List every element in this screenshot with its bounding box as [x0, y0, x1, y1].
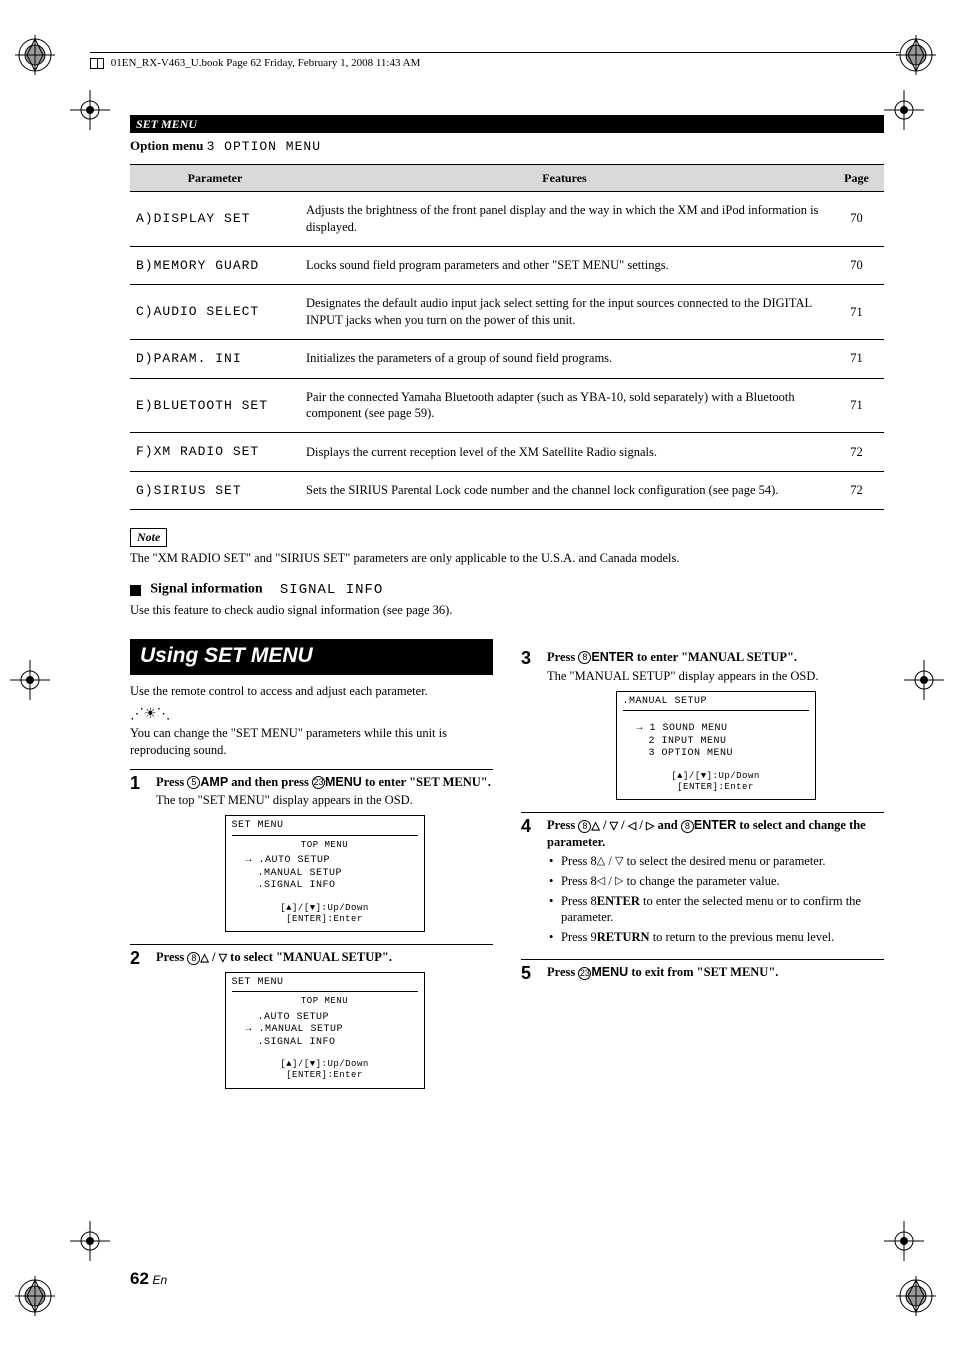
signal-info-heading: Signal information SIGNAL INFO — [130, 580, 884, 599]
crop-mark-icon — [884, 90, 924, 130]
remote-key-icon: 23 — [312, 776, 325, 789]
signal-seg: SIGNAL INFO — [280, 582, 383, 598]
note-text: The "XM RADIO SET" and "SIRIUS SET" para… — [130, 550, 884, 567]
tip-text: You can change the "SET MENU" parameters… — [130, 725, 493, 759]
cell-page: 70 — [829, 191, 884, 246]
square-bullet-icon — [130, 585, 141, 596]
step3-sub: The "MANUAL SETUP" display appears in th… — [547, 668, 884, 685]
cell-param: E)BLUETOOTH SET — [130, 378, 300, 433]
step1-head: Press 5AMP and then press 23MENU to ente… — [156, 774, 493, 791]
table-row: D)PARAM. INIInitializes the parameters o… — [130, 339, 884, 378]
cell-features: Sets the SIRIUS Parental Lock code numbe… — [300, 471, 829, 510]
cell-page: 72 — [829, 433, 884, 472]
book-icon — [90, 58, 104, 69]
crop-mark-icon — [904, 660, 944, 700]
step3-head: Press 8ENTER to enter "MANUAL SETUP". — [547, 649, 884, 666]
step5-head: Press 23MENU to exit from "SET MENU". — [547, 964, 884, 981]
table-row: F)XM RADIO SETDisplays the current recep… — [130, 433, 884, 472]
crop-circle-icon — [896, 35, 936, 75]
cell-param: D)PARAM. INI — [130, 339, 300, 378]
cell-page: 71 — [829, 285, 884, 340]
crop-mark-icon — [70, 90, 110, 130]
table-row: G)SIRIUS SETSets the SIRIUS Parental Loc… — [130, 471, 884, 510]
signal-desc: Use this feature to check audio signal i… — [130, 602, 884, 619]
step-number: 5 — [521, 964, 537, 983]
crop-mark-icon — [70, 1221, 110, 1261]
option-table: Parameter Features Page A)DISPLAY SETAdj… — [130, 164, 884, 511]
crop-mark-icon — [884, 1221, 924, 1261]
cell-features: Initializes the parameters of a group of… — [300, 339, 829, 378]
cell-param: A)DISPLAY SET — [130, 191, 300, 246]
step-number: 3 — [521, 649, 537, 802]
remote-key-icon: 8 — [578, 651, 591, 664]
step-number: 4 — [521, 817, 537, 949]
cell-param: C)AUDIO SELECT — [130, 285, 300, 340]
note-label: Note — [130, 528, 167, 546]
remote-key-icon: 8 — [187, 952, 200, 965]
remote-key-icon: 8 — [578, 820, 591, 833]
using-set-menu-banner: Using SET MENU — [130, 639, 493, 675]
osd-display: .MANUAL SETUP 1 SOUND MENU 2 INPUT MENU … — [616, 691, 816, 801]
tip-icon: ⋰☀⋱ — [130, 706, 493, 725]
cell-features: Locks sound field program parameters and… — [300, 246, 829, 285]
remote-key-icon: 8 — [681, 820, 694, 833]
step-number: 1 — [130, 774, 146, 935]
remote-key-icon: 23 — [578, 967, 591, 980]
option-menu-seg: 3 OPTION MENU — [207, 139, 321, 154]
crop-circle-icon — [15, 1276, 55, 1316]
cell-features: Designates the default audio input jack … — [300, 285, 829, 340]
crop-circle-icon — [896, 1276, 936, 1316]
cell-page: 71 — [829, 378, 884, 433]
option-menu-heading: Option menu 3 OPTION MENU — [130, 137, 884, 156]
option-menu-bold: Option menu — [130, 138, 203, 153]
cell-features: Displays the current reception level of … — [300, 433, 829, 472]
osd-display: SET MENU TOP MENU .AUTO SETUP .MANUAL SE… — [225, 815, 425, 932]
th-parameter: Parameter — [130, 164, 300, 191]
cell-features: Pair the connected Yamaha Bluetooth adap… — [300, 378, 829, 433]
cell-page: 72 — [829, 471, 884, 510]
table-row: A)DISPLAY SETAdjusts the brightness of t… — [130, 191, 884, 246]
osd-display: SET MENU TOP MENU .AUTO SETUP .MANUAL SE… — [225, 972, 425, 1089]
cell-page: 71 — [829, 339, 884, 378]
cell-param: G)SIRIUS SET — [130, 471, 300, 510]
crop-mark-icon — [10, 660, 50, 700]
table-row: C)AUDIO SELECTDesignates the default aud… — [130, 285, 884, 340]
step4-bullets: Press 8△ / ▽ to select the desired menu … — [547, 853, 884, 946]
cell-page: 70 — [829, 246, 884, 285]
table-row: E)BLUETOOTH SETPair the connected Yamaha… — [130, 378, 884, 433]
crop-circle-icon — [15, 35, 55, 75]
cell-param: B)MEMORY GUARD — [130, 246, 300, 285]
table-row: B)MEMORY GUARDLocks sound field program … — [130, 246, 884, 285]
intro-text: Use the remote control to access and adj… — [130, 683, 493, 700]
step-number: 2 — [130, 949, 146, 1091]
th-page: Page — [829, 164, 884, 191]
th-features: Features — [300, 164, 829, 191]
page-number: 62 En — [130, 1268, 167, 1291]
section-bar: SET MENU — [130, 115, 884, 133]
step4-head: Press 8△ / ▽ / ◁ / ▷ and 8ENTER to selec… — [547, 817, 884, 851]
step2-head: Press 8△ / ▽ to select "MANUAL SETUP". — [156, 949, 493, 966]
signal-title: Signal information — [150, 582, 262, 597]
cell-features: Adjusts the brightness of the front pane… — [300, 191, 829, 246]
cell-param: F)XM RADIO SET — [130, 433, 300, 472]
remote-key-icon: 5 — [187, 776, 200, 789]
step1-sub: The top "SET MENU" display appears in th… — [156, 792, 493, 809]
